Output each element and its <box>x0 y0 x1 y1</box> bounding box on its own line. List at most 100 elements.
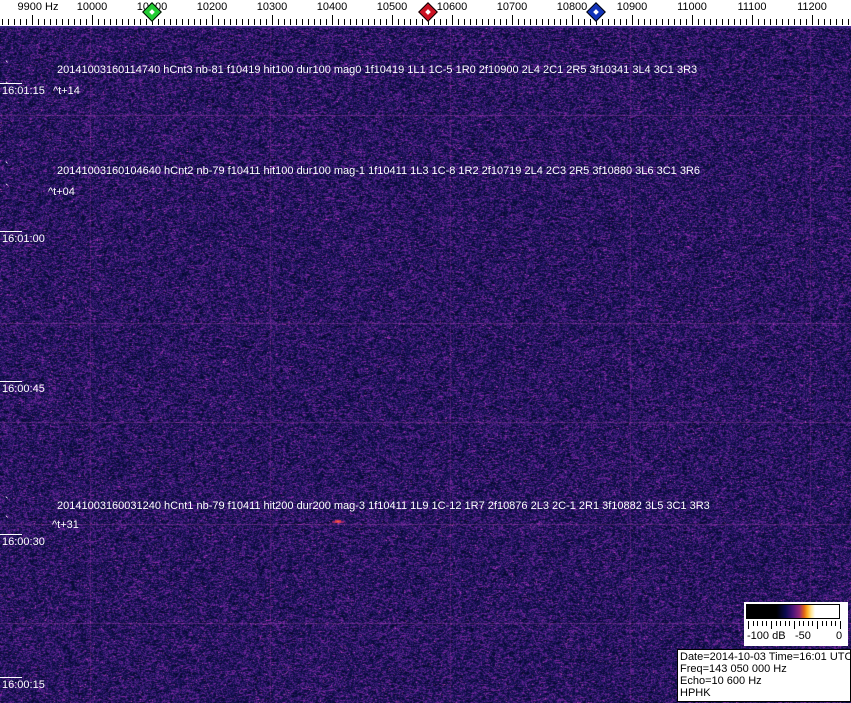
freq-label: 10500 <box>376 1 408 13</box>
ruler-minor-tick <box>224 19 225 25</box>
event-time-offset: ^t+31 <box>52 519 79 531</box>
ruler-minor-tick <box>182 19 183 25</box>
db-tick <box>753 621 754 626</box>
ruler-minor-tick <box>170 19 171 25</box>
ruler-minor-tick <box>584 19 585 25</box>
ruler-minor-tick <box>206 19 207 25</box>
ruler-minor-tick <box>800 19 801 25</box>
ruler-minor-tick <box>248 19 249 25</box>
ruler-minor-tick <box>704 19 705 25</box>
ruler-minor-tick <box>20 19 21 25</box>
ruler-minor-tick <box>308 19 309 25</box>
ruler-minor-tick <box>26 19 27 25</box>
time-label: 16:00:45 <box>2 383 45 395</box>
ruler-minor-tick <box>806 19 807 25</box>
freq-label: 11100 <box>737 1 767 13</box>
ruler-minor-tick <box>740 19 741 25</box>
db-tick <box>817 621 818 629</box>
time-label: 16:00:30 <box>2 536 45 548</box>
ruler-minor-tick <box>80 19 81 25</box>
ruler-minor-tick <box>464 19 465 25</box>
ruler-minor-tick <box>386 19 387 25</box>
ruler-minor-tick <box>8 19 9 25</box>
spectrogram-canvas <box>0 26 851 703</box>
ruler-minor-tick <box>620 19 621 25</box>
edge-mark: ` <box>5 496 9 508</box>
ruler-minor-tick <box>842 19 843 25</box>
colorbar-gradient <box>746 604 840 619</box>
time-label: 16:01:15 <box>2 85 45 97</box>
ruler-major-tick <box>332 15 333 25</box>
ruler-minor-tick <box>776 19 777 25</box>
ruler-minor-tick <box>422 19 423 25</box>
ruler-minor-tick <box>602 19 603 25</box>
ruler-minor-tick <box>290 19 291 25</box>
ruler-minor-tick <box>536 19 537 25</box>
db-tick <box>762 621 763 626</box>
freq-label: 10200 <box>196 1 228 13</box>
db-tick <box>771 621 772 629</box>
ruler-major-tick <box>392 15 393 25</box>
ruler-major-tick <box>632 15 633 25</box>
freq-label: 10800 <box>556 1 588 13</box>
ruler-minor-tick <box>446 19 447 25</box>
ruler-minor-tick <box>428 19 429 25</box>
db-tick <box>766 621 767 626</box>
ruler-minor-tick <box>782 19 783 25</box>
info-echo-line: Echo=10 600 Hz <box>680 675 762 687</box>
ruler-minor-tick <box>650 19 651 25</box>
ruler-minor-tick <box>56 19 57 25</box>
db-tick <box>794 621 795 629</box>
ruler-minor-tick <box>656 19 657 25</box>
ruler-minor-tick <box>638 19 639 25</box>
ruler-minor-tick <box>98 19 99 25</box>
frequency-ruler: 9900 Hz100001010010200103001040010500106… <box>0 0 851 26</box>
event-annotation: 20141003160114740 hCnt3 nb-81 f10419 hit… <box>57 64 698 76</box>
db-tick <box>776 621 777 626</box>
ruler-minor-tick <box>260 19 261 25</box>
ruler-minor-tick <box>686 19 687 25</box>
db-tick <box>748 621 749 629</box>
ruler-minor-tick <box>86 19 87 25</box>
ruler-minor-tick <box>434 19 435 25</box>
ruler-minor-tick <box>374 19 375 25</box>
ruler-minor-tick <box>836 19 837 25</box>
ruler-minor-tick <box>848 19 849 25</box>
ruler-minor-tick <box>122 19 123 25</box>
ruler-minor-tick <box>236 19 237 25</box>
ruler-minor-tick <box>368 19 369 25</box>
ruler-minor-tick <box>824 19 825 25</box>
ruler-minor-tick <box>44 19 45 25</box>
event-annotation: 20141003160104640 hCnt2 nb-79 f10411 hit… <box>57 165 700 177</box>
ruler-minor-tick <box>830 19 831 25</box>
ruler-minor-tick <box>494 19 495 25</box>
freq-label: 11000 <box>677 1 707 13</box>
ruler-minor-tick <box>716 19 717 25</box>
db-ruler <box>748 621 844 630</box>
ruler-minor-tick <box>476 19 477 25</box>
edge-mark: ` <box>5 81 9 93</box>
db-tick <box>822 621 823 626</box>
edge-mark: ` <box>5 515 9 527</box>
ruler-minor-tick <box>542 19 543 25</box>
ruler-minor-tick <box>788 19 789 25</box>
ruler-minor-tick <box>626 19 627 25</box>
ruler-minor-tick <box>710 19 711 25</box>
ruler-minor-tick <box>110 19 111 25</box>
ruler-minor-tick <box>698 19 699 25</box>
ruler-minor-tick <box>14 19 15 25</box>
time-tick <box>0 381 22 382</box>
ruler-minor-tick <box>356 19 357 25</box>
ruler-minor-tick <box>320 19 321 25</box>
ruler-minor-tick <box>614 19 615 25</box>
ruler-minor-tick <box>158 19 159 25</box>
ruler-minor-tick <box>134 19 135 25</box>
ruler-minor-tick <box>764 19 765 25</box>
ruler-minor-tick <box>242 19 243 25</box>
ruler-minor-tick <box>590 19 591 25</box>
ruler-minor-tick <box>74 19 75 25</box>
ruler-minor-tick <box>128 19 129 25</box>
ruler-minor-tick <box>38 19 39 25</box>
ruler-major-tick <box>572 15 573 25</box>
info-date-line: Date=2014-10-03 Time=16:01 UTC <box>680 651 851 663</box>
